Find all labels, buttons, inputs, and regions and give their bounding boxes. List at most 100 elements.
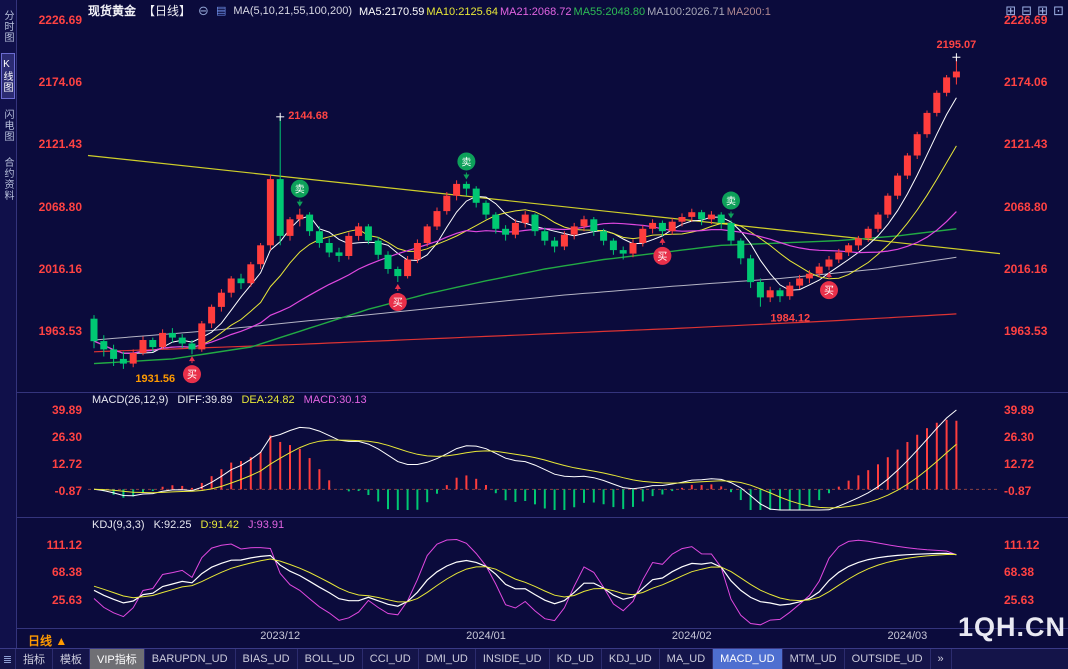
svg-text:卖: 卖 [295,184,305,196]
pane-split-horizontal-icon[interactable]: ⊟ [1021,3,1033,18]
ma-value-1: MA10:2125.64 [426,5,498,18]
bottom-tab-bias-ud[interactable]: BIAS_UD [236,649,298,669]
axis-label-l-p0: 2226.69 [38,12,82,27]
moving-averages [93,97,957,365]
axis-label-r-m3: -0.87 [1004,484,1032,499]
diff-line [93,409,957,511]
kdj-header: KDJ(9,3,3) K:92.25 D:91.42 J:93.91 [92,519,284,531]
bottom-tab-template[interactable]: 模板 [53,649,90,669]
symbol-title: 现货黄金 [88,4,137,18]
price-annotation: 2144.68 [288,110,328,122]
axis-label-r-p3: 2068.80 [1004,199,1048,214]
ma-value-5: MA200:1 [726,5,771,18]
bottom-tab-inside-ud[interactable]: INSIDE_UD [476,649,550,669]
period-text: 日线 [28,634,53,648]
svg-text:卖: 卖 [461,156,471,168]
macd-header: MACD(26,12,9) DIFF:39.89 DEA:24.82 MACD:… [92,394,367,406]
axis-label-r-k1: 68.38 [1004,565,1035,580]
buy-signal-marker [388,293,407,312]
sidebar-tab-intraday[interactable]: 分时图 [2,10,13,43]
time-label-0: 2023/12 [260,630,301,642]
axis-label-r-m2: 12.72 [1004,457,1035,472]
axis-label-l-m0: 39.89 [51,402,82,417]
j-line [93,538,957,626]
macd-dea-value: DEA:24.82 [241,394,295,406]
trendlines [87,154,1001,255]
axis-label-l-k0: 111.12 [46,537,82,552]
sell-signal-marker [722,191,740,210]
sidebar-tab-contract-info[interactable]: 合约资料 [2,157,13,201]
bottom-tab-cci-ud[interactable]: CCI_UD [363,649,419,669]
axis-label-l-p5: 1963.53 [38,324,82,339]
axis-label-r-p0: 2226.69 [1004,12,1048,27]
bottom-tab-vip-indicators[interactable]: VIP指标 [90,649,145,669]
ma-params-caption: MA(5,10,21,55,100,200) [233,4,352,17]
k-line [93,552,957,607]
bottom-tab-ma-ud[interactable]: MA_UD [660,649,714,669]
axis-label-l-m2: 12.72 [51,457,82,472]
ma-indicator-icon[interactable]: ▤ [215,5,227,17]
pane-split-vertical-icon[interactable]: ⊞ [1037,3,1049,18]
window-layout-icons: ⊞ ⊟ ⊞ ⊡ [1000,2,1064,20]
price-axis-left: 2226.69 2174.06 2121.43 2068.80 2016.16 1963.… [17,0,87,628]
price-annotations: 2144.68 2195.07 1984.12 1931.56 [135,39,976,385]
axis-label-l-p2: 2121.43 [38,137,82,152]
bottom-tab-more[interactable]: » [931,649,952,669]
axis-label-l-p1: 2174.06 [38,75,82,90]
price-annotation: 1931.56 [135,373,175,385]
main-price-chart[interactable]: 买 卖买 卖买 卖买 2144.68 2195.07 1984.12 1931.56 [87,10,1001,392]
bottom-tab-macd-ud[interactable]: MACD_UD [713,649,783,669]
kdj-panel-chart[interactable] [88,534,1000,626]
kdj-d-value: D:91.42 [200,519,240,531]
buy-signal-marker [820,281,838,300]
axis-label-r-p1: 2174.06 [1004,75,1048,90]
panel-divider [17,628,1068,629]
menu-icon[interactable]: ≣ [0,649,16,669]
sidebar-tab-kline[interactable]: K线图 [1,53,15,99]
chart-type-sidebar: 分时图 K线图闪电图合约资料 [0,0,17,648]
axis-label-l-m1: 26.30 [51,430,82,444]
axis-label-r-p5: 1963.53 [1004,324,1048,339]
bottom-tab-indicator[interactable]: 指标 [16,649,53,669]
axis-label-r-m0: 39.89 [1004,402,1035,417]
axis-label-l-k1: 68.38 [51,565,82,580]
kdj-caption: KDJ(9,3,3) [92,519,145,531]
bottom-tab-boll-ud[interactable]: BOLL_UD [298,649,363,669]
price-annotation: 2195.07 [937,39,977,51]
bottom-tab-outside-ud[interactable]: OUTSIDE_UD [845,649,931,669]
axis-label-r-k2: 25.63 [1004,592,1035,607]
indicator-tab-bar: ≣ 指标 模板 VIP指标 BARUPDN_UD BIAS_UD BOLL_UD CCI_U… [0,648,1068,669]
bottom-tab-kd-ud[interactable]: KD_UD [550,649,602,669]
pane-single-icon[interactable]: ⊞ [1005,3,1017,18]
trade-signals: 买 卖买 卖买 卖买 [183,152,838,384]
bottom-tab-barupdn-ud[interactable]: BARUPDN_UD [145,649,236,669]
time-axis: 2023/12 2024/01 2024/02 2024/03 [88,630,1000,647]
macd-caption: MACD(26,12,9) [92,394,169,406]
ma-value-2: MA21:2068.72 [499,5,572,18]
chart-header: 现货黄金 【日线】 ⊖ ▤ MA(5,10,21,55,100,200) MA5:2… [88,2,773,19]
macd-panel-chart[interactable] [88,400,1000,512]
pane-quad-icon[interactable]: ⊡ [1053,3,1064,18]
candles [90,57,960,369]
sidebar-tab-flash[interactable]: 闪电图 [2,109,13,142]
axis-label-l-p4: 2016.16 [38,261,82,276]
kdj-j-value: J:93.91 [248,519,285,531]
svg-text:卖: 卖 [726,196,736,208]
sell-signal-marker [457,152,476,171]
axis-label-r-m1: 26.30 [1004,430,1035,444]
ma-value-0: MA5:2170.59 [358,5,425,18]
kdj-k-value: K:92.25 [153,519,192,531]
dea-line [93,439,957,509]
collapse-icon[interactable]: ⊖ [198,2,209,18]
bottom-tab-dmi-ud[interactable]: DMI_UD [419,649,476,669]
bottom-tab-kdj-ud[interactable]: KDJ_UD [602,649,660,669]
axis-label-l-k2: 25.63 [51,592,82,607]
buy-signal-marker [183,365,201,384]
time-label-3: 2024/03 [887,630,928,642]
period-indicator[interactable]: 日线 ▲ [28,632,67,649]
panel-divider [17,517,1068,518]
bottom-tab-mtm-ud[interactable]: MTM_UD [783,649,845,669]
svg-text:买: 买 [657,251,667,263]
sell-signal-marker [290,179,309,198]
period-label[interactable]: 【日线】 [143,4,192,18]
